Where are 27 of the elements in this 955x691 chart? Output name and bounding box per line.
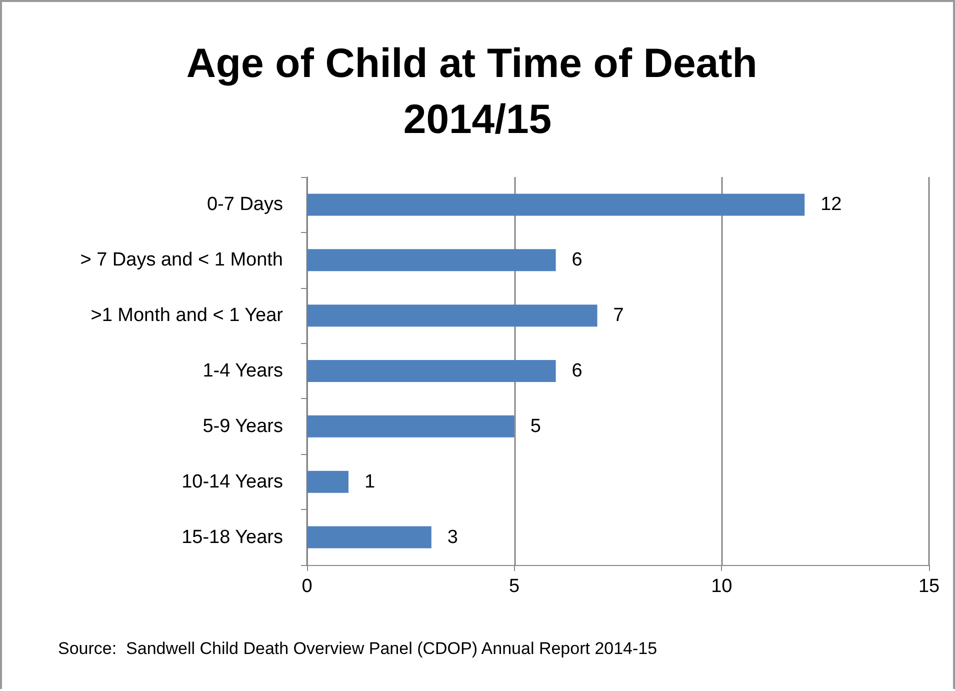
bar	[307, 526, 432, 548]
data-label: 1	[364, 471, 376, 492]
x-tick-label: 10	[711, 576, 732, 597]
data-label: 7	[613, 305, 624, 326]
data-label: 3	[447, 526, 458, 548]
bar	[307, 194, 805, 216]
y-tick-label: >1 Month and < 1 Year	[90, 305, 284, 326]
source-note: Source: Sandwell Child Death Overview Panel (CDOP) Annual Report 2014-15	[58, 639, 658, 658]
data-label: 5	[530, 416, 541, 437]
bar	[307, 415, 514, 438]
bar	[307, 470, 348, 493]
y-tick-label: 15-18 Years	[182, 526, 283, 548]
x-tick-label: 0	[302, 576, 312, 597]
y-tick-label: > 7 Days and < 1 Month	[80, 250, 283, 271]
bar	[307, 360, 556, 382]
x-tick-label: 15	[918, 576, 940, 597]
bar	[307, 249, 556, 272]
bar	[307, 304, 598, 327]
x-tick-label: 5	[509, 576, 520, 597]
data-label: 12	[820, 194, 842, 216]
y-tick-label: 1-4 Years	[202, 360, 283, 382]
data-label: 6	[572, 360, 582, 382]
data-label: 6	[572, 250, 582, 271]
y-tick-label: 5-9 Years	[202, 416, 283, 437]
chart-title: Age of Child at Time of Death 2014/15	[186, 40, 769, 142]
y-tick-label: 10-14 Years	[182, 471, 283, 492]
y-tick-label: 0-7 Days	[206, 194, 283, 216]
